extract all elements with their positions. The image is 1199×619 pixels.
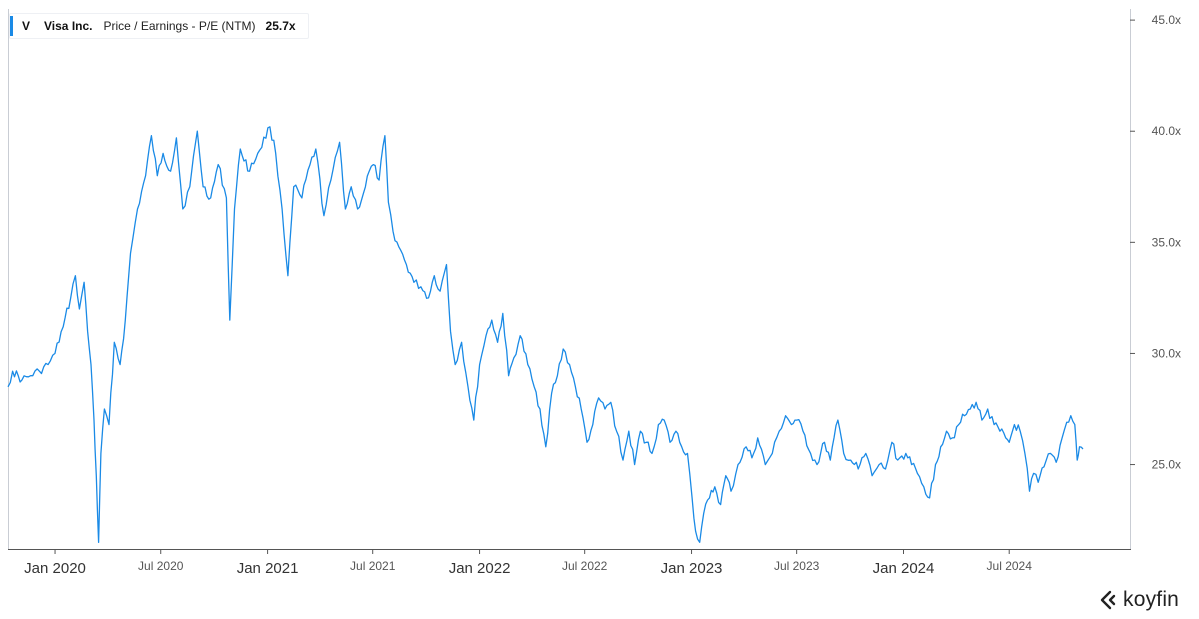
legend-company-name: Visa Inc. — [44, 19, 93, 33]
y-tick-label: 30.0x — [1152, 346, 1181, 360]
x-tick-label: Jul 2023 — [774, 559, 820, 573]
koyfin-logo-icon — [1100, 590, 1116, 610]
y-tick-label: 35.0x — [1152, 235, 1181, 249]
legend-current-value: 25.7x — [265, 19, 296, 33]
x-tick-label: Jul 2024 — [987, 559, 1033, 573]
x-tick-label: Jan 2023 — [661, 560, 723, 577]
y-axis: 25.0x 30.0x 35.0x 40.0x 45.0x — [1130, 13, 1181, 472]
x-tick-label: Jul 2022 — [562, 559, 608, 573]
x-tick-label: Jan 2020 — [24, 560, 86, 577]
x-tick-label: Jul 2020 — [138, 559, 184, 573]
x-tick-label: Jan 2024 — [873, 560, 935, 577]
x-axis: Jan 2020 Jul 2020 Jan 2021 Jul 2021 Jan 2022… — [24, 549, 1032, 577]
pe-ratio-series-line[interactable] — [7, 126, 1084, 543]
legend-metric-name: Price / Earnings - P/E (NTM) — [103, 19, 256, 33]
x-tick-label: Jan 2022 — [449, 560, 511, 577]
y-tick-label: 40.0x — [1152, 124, 1181, 138]
y-tick-label: 45.0x — [1152, 13, 1181, 27]
koyfin-logo: koyfin — [1100, 588, 1179, 612]
series-color-swatch — [10, 16, 13, 36]
y-tick-label: 25.0x — [1152, 458, 1181, 472]
series-legend[interactable]: V Visa Inc. Price / Earnings - P/E (NTM)… — [9, 13, 309, 39]
legend-ticker: V — [22, 19, 31, 33]
x-tick-label: Jul 2021 — [350, 559, 396, 573]
x-tick-label: Jan 2021 — [237, 560, 299, 577]
koyfin-logo-text: koyfin — [1123, 588, 1180, 611]
